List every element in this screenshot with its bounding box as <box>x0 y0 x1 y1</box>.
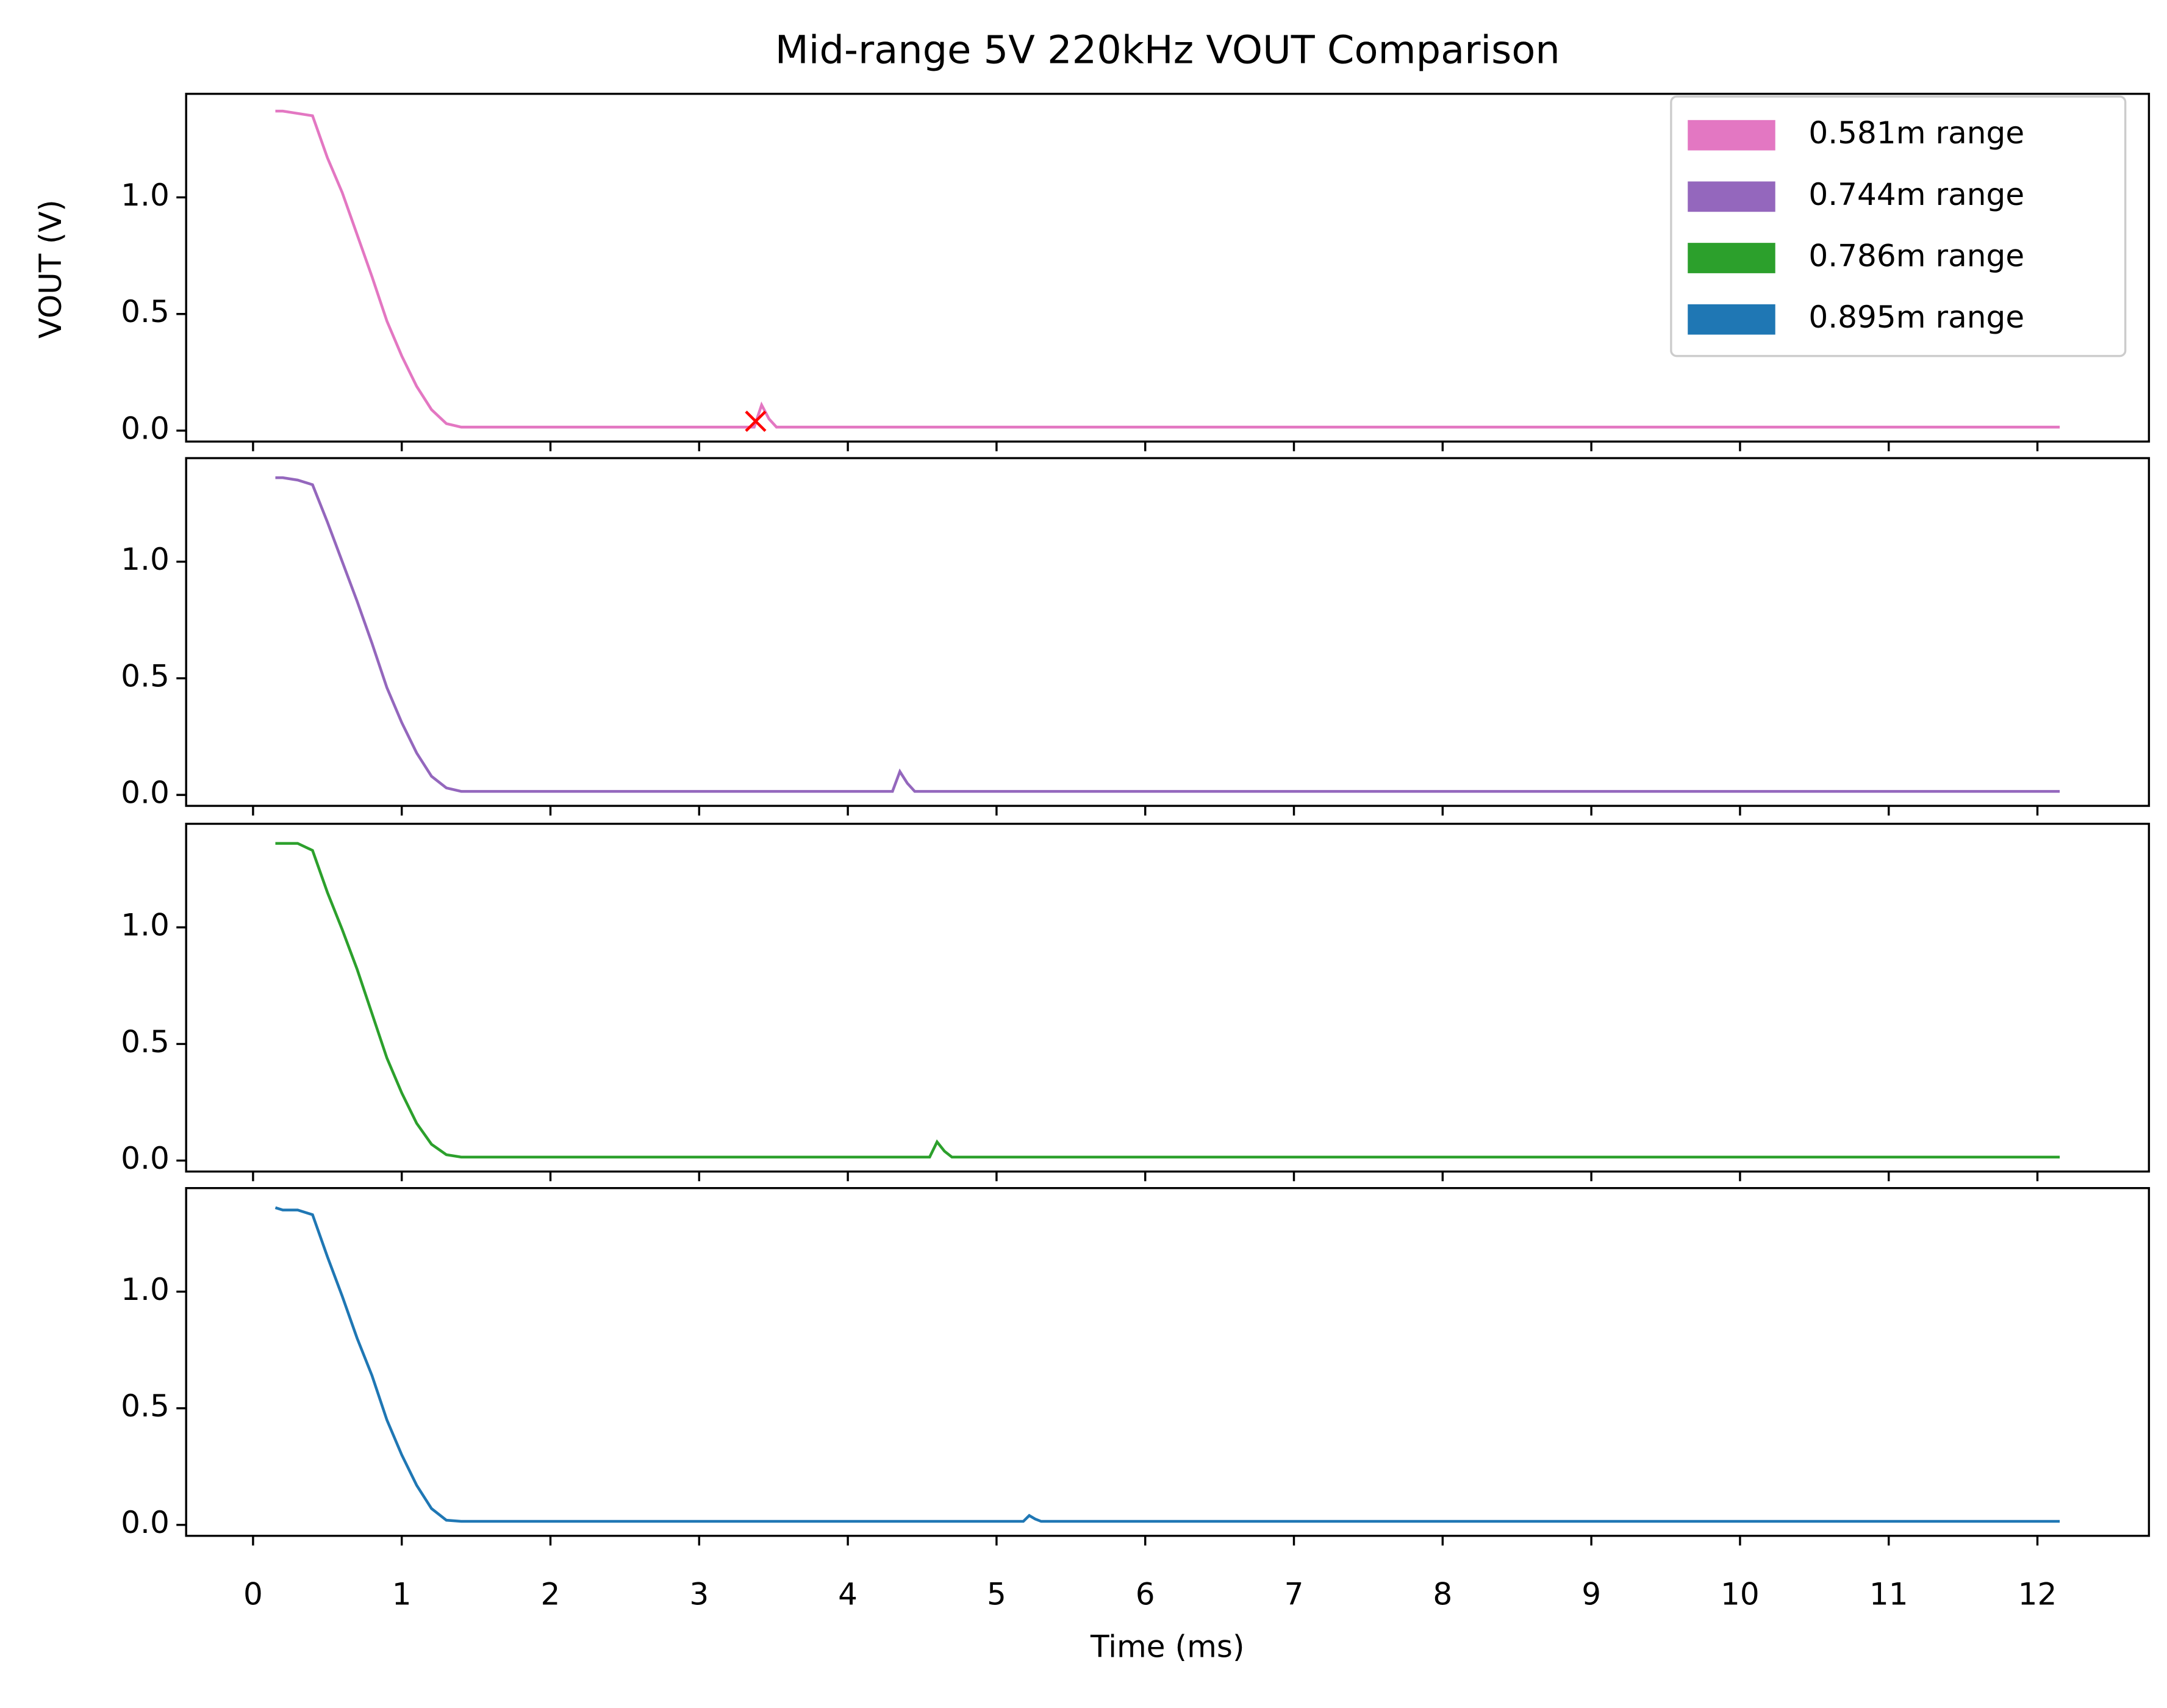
y-tick-label: 1.0 <box>121 908 170 943</box>
plot-frame <box>185 822 2151 1173</box>
y-axis-label: VOUT (V) <box>33 199 68 339</box>
x-tick-label: 0 <box>243 1577 263 1612</box>
y-tick-label: 0.5 <box>121 1388 170 1424</box>
chart-title: Mid-range 5V 220kHz VOUT Comparison <box>775 27 1560 73</box>
x-tick-label: 11 <box>1869 1577 1908 1612</box>
y-tick-label: 0.0 <box>121 1141 170 1176</box>
x-tick-label: 6 <box>1136 1577 1155 1612</box>
x-tick-label: 8 <box>1433 1577 1452 1612</box>
data-line <box>275 842 2060 1159</box>
legend-label: 0.744m range <box>1808 177 2024 212</box>
plot-frame <box>185 93 2151 443</box>
legend-swatch <box>1688 243 1775 273</box>
legend-label: 0.786m range <box>1808 239 2024 274</box>
legend-swatch <box>1688 181 1775 212</box>
y-tick-label: 0.5 <box>121 1024 170 1060</box>
y-tick-label: 1.0 <box>121 1272 170 1307</box>
y-tick-label: 0.0 <box>121 411 170 447</box>
x-tick-label: 4 <box>838 1577 858 1612</box>
x-tick-label: 7 <box>1284 1577 1304 1612</box>
y-tick-label: 1.0 <box>121 178 170 213</box>
legend-label: 0.581m range <box>1808 115 2024 151</box>
marker <box>745 411 767 432</box>
y-tick-label: 0.0 <box>121 775 170 811</box>
data-line <box>275 476 2060 793</box>
plot-frame <box>185 1187 2151 1537</box>
y-tick-label: 0.0 <box>121 1505 170 1540</box>
y-tick-label: 0.5 <box>121 294 170 329</box>
x-axis-label: Time (ms) <box>1090 1629 1244 1665</box>
x-tick-label: 1 <box>392 1577 412 1612</box>
x-tick-label: 5 <box>987 1577 1006 1612</box>
y-tick-label: 0.5 <box>121 659 170 694</box>
x-tick-label: 9 <box>1581 1577 1601 1612</box>
legend-label: 0.895m range <box>1808 300 2024 335</box>
legend-swatch <box>1688 120 1775 151</box>
data-line <box>274 1206 2060 1523</box>
data-line <box>275 109 2060 429</box>
y-tick-label: 1.0 <box>121 542 170 577</box>
legend-box <box>1670 95 2127 357</box>
x-tick-label: 12 <box>2018 1577 2057 1612</box>
x-tick-label: 3 <box>689 1577 709 1612</box>
legend-swatch <box>1688 304 1775 335</box>
plot-frame <box>185 457 2151 807</box>
x-tick-label: 2 <box>541 1577 561 1612</box>
x-tick-label: 10 <box>1721 1577 1760 1612</box>
